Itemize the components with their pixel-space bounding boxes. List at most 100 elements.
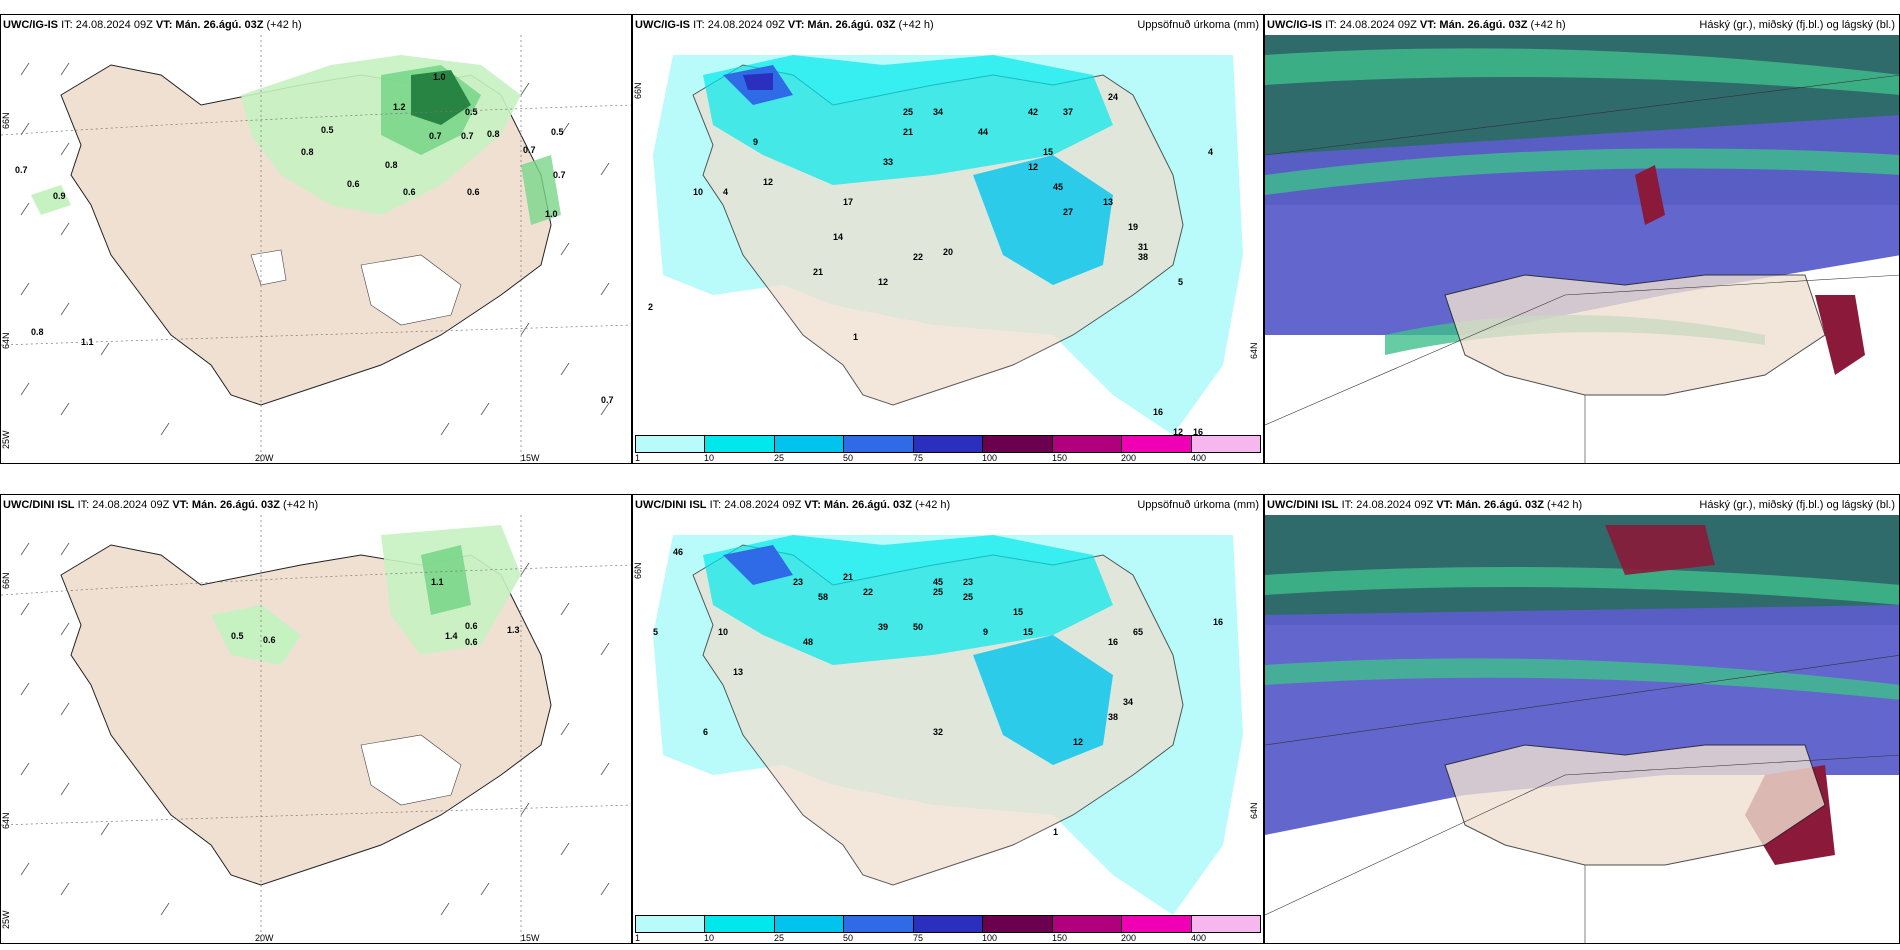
colorbar	[635, 915, 1261, 933]
cloud-red	[1635, 165, 1665, 225]
svg-text:58: 58	[818, 592, 828, 602]
svg-text:15W: 15W	[521, 453, 540, 463]
svg-text:15: 15	[1043, 147, 1053, 157]
svg-text:13: 13	[733, 667, 743, 677]
svg-text:45: 45	[1053, 182, 1063, 192]
svg-text:16: 16	[1153, 407, 1163, 417]
svg-text:0.8: 0.8	[385, 160, 398, 170]
svg-text:0.7: 0.7	[15, 165, 28, 175]
svg-text:4: 4	[723, 187, 728, 197]
svg-text:0.6: 0.6	[465, 621, 478, 631]
precip-area	[421, 545, 471, 615]
panel-title: UWC/DINI ISL IT: 24.08.2024 09Z VT: Mán.…	[3, 499, 319, 511]
svg-text:0.8: 0.8	[487, 129, 500, 139]
svg-text:34: 34	[933, 107, 943, 117]
svg-text:2: 2	[648, 302, 653, 312]
cloud-area	[1265, 48, 1899, 95]
iceland-land	[1444, 274, 1826, 396]
svg-text:12: 12	[1073, 737, 1083, 747]
svg-text:16: 16	[1193, 427, 1203, 437]
svg-text:21: 21	[903, 127, 913, 137]
svg-text:4: 4	[1208, 147, 1213, 157]
glacier	[250, 249, 287, 286]
cloud-map-bottom	[1265, 515, 1899, 943]
panel-title: UWC/IG-IS IT: 24.08.2024 09Z VT: Mán. 26…	[1267, 19, 1566, 31]
wind-values-top: 0.7 0.9 0.8 1.1 0.5 0.8 0.6 0.8 0.6 0.7 …	[15, 72, 614, 405]
svg-text:0.5: 0.5	[231, 631, 244, 641]
svg-text:0.7: 0.7	[429, 131, 442, 141]
svg-text:0.8: 0.8	[301, 147, 314, 157]
panel-clouds-bottom: UWC/DINI ISL IT: 24.08.2024 09Z VT: Mán.…	[1264, 494, 1900, 944]
panel-wind-bottom: UWC/DINI ISL IT: 24.08.2024 09Z VT: Mán.…	[0, 494, 632, 944]
svg-text:25: 25	[903, 107, 913, 117]
svg-text:0.7: 0.7	[523, 145, 536, 155]
svg-text:1.4: 1.4	[445, 631, 458, 641]
colorbar-swatch	[1191, 436, 1260, 452]
svg-text:15: 15	[1023, 627, 1033, 637]
svg-text:5: 5	[1178, 277, 1183, 287]
svg-text:0.7: 0.7	[601, 395, 614, 405]
svg-text:15W: 15W	[521, 933, 540, 943]
wind-map-top: 0.7 0.9 0.8 1.1 0.5 0.8 0.6 0.8 0.6 0.7 …	[1, 35, 631, 463]
svg-text:65: 65	[1133, 627, 1143, 637]
panel-title: UWC/IG-IS IT: 24.08.2024 09Z VT: Mán. 26…	[3, 19, 302, 31]
precip-area	[973, 155, 1113, 285]
precip-area	[703, 55, 1113, 185]
colorbar-swatch	[636, 436, 706, 452]
svg-text:32: 32	[933, 727, 943, 737]
svg-text:0.5: 0.5	[551, 127, 564, 137]
wind-map-bottom: 0.5 0.6 1.1 1.4 0.6 0.6 1.3 66N 64N 25W …	[1, 515, 631, 943]
colorbar-swatch	[774, 436, 845, 452]
svg-text:23: 23	[793, 577, 803, 587]
gridlines	[1, 515, 631, 943]
svg-text:64N: 64N	[1, 812, 11, 829]
colorbar-ticks: 1 10 25 50 75 100 150 200 400	[635, 453, 1207, 463]
colorbar-swatch	[705, 916, 775, 932]
svg-text:12: 12	[763, 177, 773, 187]
cloud-map-top	[1265, 35, 1899, 463]
svg-text:20W: 20W	[255, 453, 274, 463]
wind-values-bottom: 0.5 0.6 1.1 1.4 0.6 0.6 1.3	[231, 577, 520, 647]
svg-text:12: 12	[1028, 162, 1038, 172]
precip-area	[743, 73, 773, 90]
cloud-area	[1265, 658, 1899, 700]
svg-text:1.0: 1.0	[545, 209, 558, 219]
panel-subtitle: Uppsöfnuð úrkoma (mm)	[1137, 499, 1259, 511]
svg-text:0.6: 0.6	[467, 187, 480, 197]
svg-text:34: 34	[1123, 697, 1133, 707]
svg-text:1.2: 1.2	[393, 102, 406, 112]
svg-text:45: 45	[933, 577, 943, 587]
svg-text:1.1: 1.1	[81, 337, 94, 347]
colorbar-swatch	[636, 916, 706, 932]
svg-text:10: 10	[693, 187, 703, 197]
colorbar-ticks: 1 10 25 50 75 100 150 200 400	[635, 933, 1207, 943]
svg-text:22: 22	[863, 587, 873, 597]
precip-area	[211, 605, 301, 665]
colorbar-swatch	[913, 436, 984, 452]
svg-text:0.7: 0.7	[461, 131, 474, 141]
svg-text:19: 19	[1128, 222, 1138, 232]
precip-map-top: 10 4 12 9 21 33 25 34 44 37 24 42 15 12 …	[633, 35, 1263, 445]
wind-barbs	[20, 542, 610, 916]
colorbar-swatch	[983, 436, 1053, 452]
svg-text:0.8: 0.8	[31, 327, 44, 337]
svg-text:13: 13	[1103, 197, 1113, 207]
svg-text:16: 16	[1213, 617, 1223, 627]
gridlines	[1, 35, 631, 463]
svg-text:23: 23	[963, 577, 973, 587]
panel-precip-top: UWC/IG-IS IT: 24.08.2024 09Z VT: Mán. 26…	[632, 14, 1264, 464]
svg-text:16: 16	[1108, 637, 1118, 647]
svg-text:5: 5	[653, 627, 658, 637]
panel-subtitle: Háský (gr.), miðský (fj.bl.) og lágský (…	[1699, 19, 1895, 31]
svg-text:6: 6	[703, 727, 708, 737]
svg-text:38: 38	[1138, 252, 1148, 262]
svg-text:21: 21	[843, 572, 853, 582]
colorbar-swatch	[1122, 436, 1192, 452]
svg-text:64N: 64N	[1249, 342, 1259, 359]
panel-title: UWC/IG-IS IT: 24.08.2024 09Z VT: Mán. 26…	[635, 19, 934, 31]
svg-text:25: 25	[933, 587, 943, 597]
colorbar-swatch	[1052, 916, 1123, 932]
svg-text:27: 27	[1063, 207, 1073, 217]
svg-text:0.5: 0.5	[321, 125, 334, 135]
svg-text:21: 21	[813, 267, 823, 277]
